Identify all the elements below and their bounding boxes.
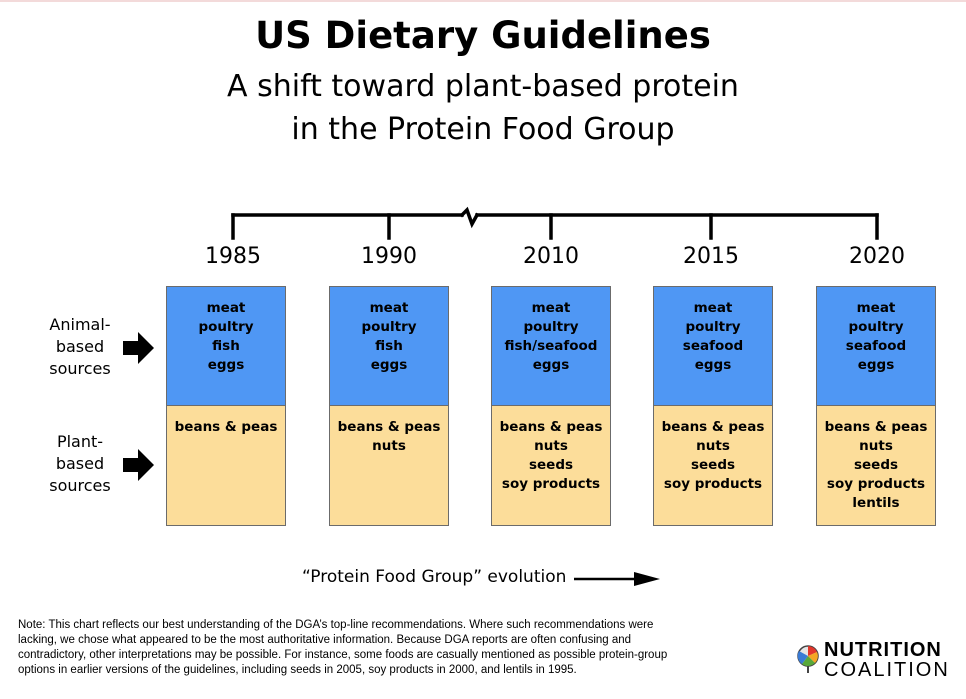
plant-sources-cell: beans & peas [167, 406, 285, 525]
food-item: nuts [372, 438, 406, 454]
page-title: US Dietary Guidelines [255, 14, 711, 57]
food-item: seeds [690, 457, 736, 473]
food-item: eggs [694, 357, 732, 373]
food-item: eggs [207, 357, 245, 373]
subtitle-line-2: in the Protein Food Group [291, 112, 675, 147]
footnote: Note: This chart reflects our best under… [18, 619, 668, 676]
food-item: seeds [853, 457, 899, 473]
food-item: eggs [370, 357, 408, 373]
protein-group-column-2015: meat poultry seafood eggs beans & peas n… [653, 286, 773, 526]
food-item: poultry [685, 319, 741, 335]
food-item: poultry [361, 319, 417, 335]
plant-sources-cell: beans & peas nuts [330, 406, 448, 525]
food-item: poultry [848, 319, 904, 335]
year-label-1985: 1985 [205, 244, 261, 269]
food-item: eggs [532, 357, 570, 373]
evolution-label: “Protein Food Group” evolution [302, 567, 567, 587]
logo-wordmark: NUTRITION COALITION [824, 639, 950, 681]
food-item: fish/seafood [504, 338, 598, 354]
food-item: beans & peas [174, 419, 278, 435]
food-item: beans & peas [824, 419, 928, 435]
animal-sources-cell: meat poultry seafood eggs [817, 287, 935, 406]
protein-group-column-2010: meat poultry fish/seafood eggs beans & p… [491, 286, 611, 526]
protein-group-column-1985: meat poultry fish eggs beans & peas [166, 286, 286, 526]
food-item: fish [212, 338, 240, 354]
top-border [0, 0, 966, 2]
year-label-1990: 1990 [361, 244, 417, 269]
food-item: meat [369, 300, 409, 316]
plant-sources-cell: beans & peas nuts seeds soy products len… [817, 406, 935, 525]
food-item: poultry [523, 319, 579, 335]
plant-sources-cell: beans & peas nuts seeds soy products [492, 406, 610, 525]
year-label-2015: 2015 [683, 244, 739, 269]
protein-group-column-1990: meat poultry fish eggs beans & peas nuts [329, 286, 449, 526]
food-item: soy products [663, 476, 763, 492]
food-item: meat [531, 300, 571, 316]
food-item: seafood [682, 338, 744, 354]
food-item: beans & peas [661, 419, 765, 435]
plant-sources-cell: beans & peas nuts seeds soy products [654, 406, 772, 525]
food-item: beans & peas [337, 419, 441, 435]
animal-sources-cell: meat poultry seafood eggs [654, 287, 772, 406]
food-item: meat [206, 300, 246, 316]
animal-sources-cell: meat poultry fish/seafood eggs [492, 287, 610, 406]
food-item: beans & peas [499, 419, 603, 435]
food-item: nuts [696, 438, 730, 454]
food-item: soy products [826, 476, 926, 492]
food-item: seafood [845, 338, 907, 354]
food-item: poultry [198, 319, 254, 335]
animal-sources-cell: meat poultry fish eggs [167, 287, 285, 406]
food-item: nuts [534, 438, 568, 454]
timeline-bracket [231, 206, 879, 240]
food-item: seeds [528, 457, 574, 473]
nutrition-coalition-logo: NUTRITION COALITION [796, 640, 956, 680]
animal-based-sources-label: Animal- based sources [49, 315, 111, 378]
food-item: soy products [501, 476, 601, 492]
timeline-break-mark [459, 206, 480, 229]
long-arrow-right-icon [574, 572, 660, 586]
food-item: meat [693, 300, 733, 316]
year-label-2020: 2020 [849, 244, 905, 269]
food-item: eggs [857, 357, 895, 373]
plant-based-sources-label: Plant- based sources [49, 432, 111, 495]
arrow-right-icon [123, 449, 154, 481]
arrow-right-icon [123, 332, 154, 364]
year-label-2010: 2010 [523, 244, 579, 269]
food-item: lentils [852, 495, 900, 511]
food-item: meat [856, 300, 896, 316]
food-item: fish [375, 338, 403, 354]
food-item: nuts [859, 438, 893, 454]
nutrition-coalition-logo-icon [797, 645, 819, 673]
protein-group-column-2020: meat poultry seafood eggs beans & peas n… [816, 286, 936, 526]
animal-sources-cell: meat poultry fish eggs [330, 287, 448, 406]
subtitle-line-1: A shift toward plant-based protein [227, 69, 739, 104]
